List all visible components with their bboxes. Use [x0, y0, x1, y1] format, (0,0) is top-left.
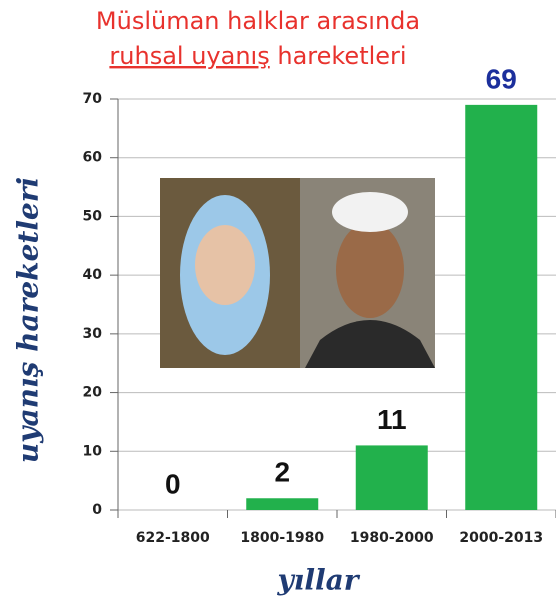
y-tick-label: 40 — [83, 267, 103, 283]
value-label: 69 — [486, 63, 517, 94]
value-label: 11 — [377, 404, 407, 435]
value-label: 0 — [165, 468, 181, 499]
bar — [356, 445, 428, 510]
x-axis-label: yıllar — [276, 564, 360, 597]
bar — [465, 105, 537, 510]
y-tick-label: 0 — [92, 502, 102, 518]
x-tick-label: 1800-1980 — [240, 530, 324, 546]
chart-title-part: ruhsal uyanış — [109, 42, 269, 70]
cap — [332, 192, 408, 232]
y-tick-label: 10 — [83, 443, 103, 459]
face — [336, 222, 404, 318]
chart-title: ruhsal uyanış hareketleri — [109, 42, 406, 70]
chart-title: Müslüman halklar arasında — [96, 7, 420, 35]
value-label: 2 — [274, 457, 290, 488]
y-axis-label: uyanış hareketleri — [12, 177, 45, 463]
photo — [160, 178, 435, 368]
y-tick-label: 30 — [83, 326, 103, 342]
y-tick-label: 50 — [83, 208, 103, 224]
chart-title-part: hareketleri — [277, 42, 406, 70]
y-tick-label: 20 — [83, 385, 103, 401]
y-tick-label: 70 — [83, 91, 103, 107]
x-tick-label: 1980-2000 — [350, 530, 434, 546]
x-tick-label: 2000-2013 — [459, 530, 543, 546]
chart: Müslüman halklar arasında ruhsal uyanış … — [0, 0, 556, 603]
y-tick-label: 60 — [83, 150, 103, 166]
x-tick-label: 622-1800 — [136, 530, 210, 546]
face — [195, 225, 255, 305]
bar — [246, 498, 318, 510]
